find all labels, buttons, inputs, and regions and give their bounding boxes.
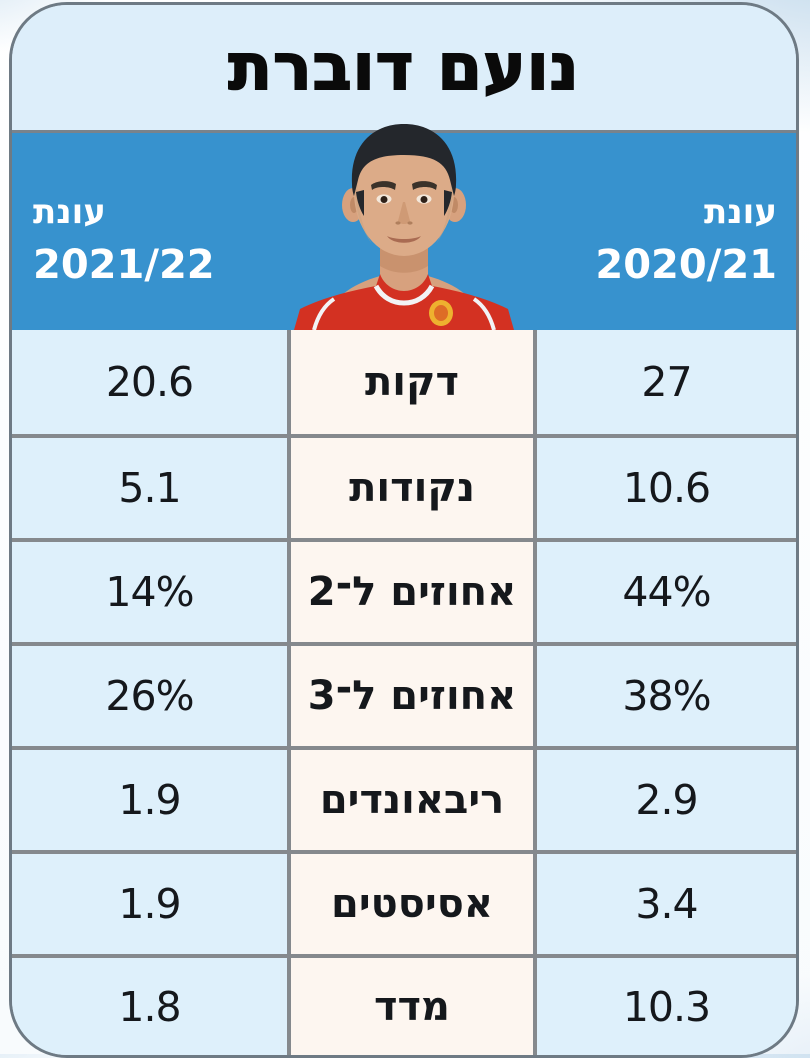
stat-label: אסיסטים bbox=[287, 850, 537, 954]
stat-value-2021-22: 5.1 bbox=[12, 434, 287, 538]
stat-value-2021-22: 1.9 bbox=[12, 850, 287, 954]
stat-label: אחוזים ל־3 bbox=[287, 642, 537, 746]
player-name-title: נועם דוברת bbox=[227, 30, 580, 106]
stat-label: דקות bbox=[287, 330, 537, 434]
stat-value-2021-22: 14% bbox=[12, 538, 287, 642]
season-word-right: עונת bbox=[704, 192, 777, 232]
season-word-left: עונת bbox=[33, 192, 106, 232]
stat-value-2021-22: 26% bbox=[12, 642, 287, 746]
stat-value-2020-21: 2.9 bbox=[537, 746, 796, 850]
stat-value-2021-22: 1.8 bbox=[12, 954, 287, 1055]
stat-value-2020-21: 3.4 bbox=[537, 850, 796, 954]
player-photo-icon bbox=[294, 124, 514, 330]
stat-value-2020-21: 10.3 bbox=[537, 954, 796, 1055]
stat-value-2021-22: 1.9 bbox=[12, 746, 287, 850]
player-stats-card: נועם דוברת עונת 2021/22 עונת 2020/21 bbox=[9, 2, 799, 1058]
season-label-2020-21: עונת 2020/21 bbox=[595, 195, 777, 285]
season-years-right: 2020/21 bbox=[595, 242, 777, 288]
season-years-left: 2021/22 bbox=[33, 242, 215, 288]
stat-value-2020-21: 38% bbox=[537, 642, 796, 746]
stat-value-2021-22: 20.6 bbox=[12, 330, 287, 434]
stat-value-2020-21: 44% bbox=[537, 538, 796, 642]
stat-label: מדד bbox=[287, 954, 537, 1055]
stat-label: ריבאונדים bbox=[287, 746, 537, 850]
stat-label: אחוזים ל־2 bbox=[287, 538, 537, 642]
stat-value-2020-21: 10.6 bbox=[537, 434, 796, 538]
stat-value-2020-21: 27 bbox=[537, 330, 796, 434]
title-bar: נועם דוברת bbox=[12, 5, 796, 133]
season-label-2021-22: עונת 2021/22 bbox=[33, 195, 215, 285]
stats-table: 20.6 דקות 27 5.1 נקודות 10.6 14% אחוזים … bbox=[12, 330, 796, 1055]
stat-label: נקודות bbox=[287, 434, 537, 538]
